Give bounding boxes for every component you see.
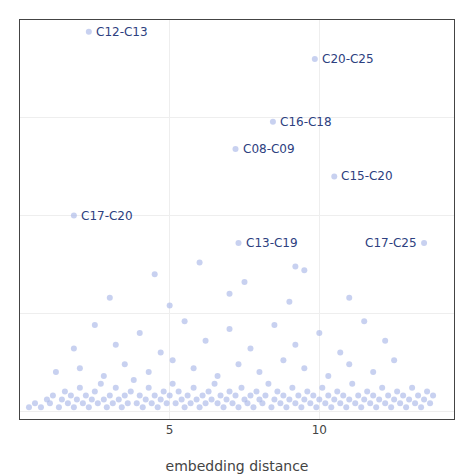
svg-text:C12-C13: C12-C13	[96, 25, 148, 39]
svg-text:C08-C09: C08-C09	[243, 142, 295, 156]
svg-text:C17-C20: C17-C20	[81, 209, 133, 223]
svg-text:10: 10	[312, 423, 327, 437]
svg-text:C16-C18: C16-C18	[280, 115, 332, 129]
svg-text:C13-C19: C13-C19	[246, 236, 298, 250]
svg-text:embedding distance: embedding distance	[166, 458, 309, 474]
svg-text:5: 5	[166, 423, 174, 437]
svg-text:C17-C25: C17-C25	[365, 236, 417, 250]
svg-text:C20-C25: C20-C25	[322, 52, 374, 66]
svg-text:C15-C20: C15-C20	[341, 169, 393, 183]
